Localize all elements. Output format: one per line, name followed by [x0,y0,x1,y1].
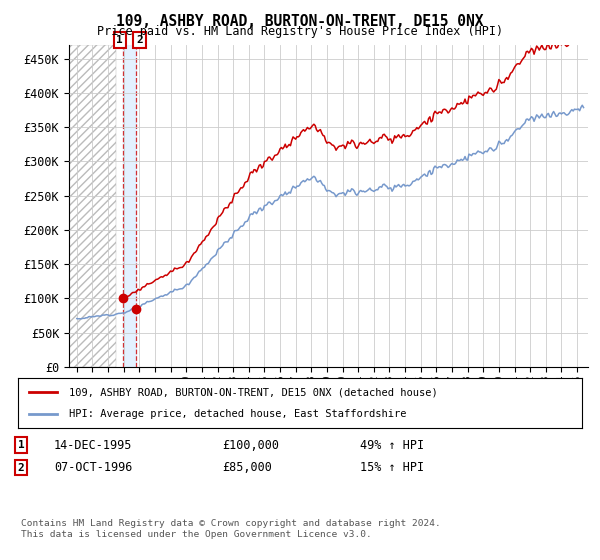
Text: 109, ASHBY ROAD, BURTON-ON-TRENT, DE15 0NX (detached house): 109, ASHBY ROAD, BURTON-ON-TRENT, DE15 0… [69,387,437,397]
Text: 109, ASHBY ROAD, BURTON-ON-TRENT, DE15 0NX: 109, ASHBY ROAD, BURTON-ON-TRENT, DE15 0… [116,14,484,29]
Text: 14-DEC-1995: 14-DEC-1995 [54,438,133,452]
Text: 1: 1 [17,440,25,450]
Text: Contains HM Land Registry data © Crown copyright and database right 2024.
This d: Contains HM Land Registry data © Crown c… [21,520,441,539]
Text: 07-OCT-1996: 07-OCT-1996 [54,461,133,474]
Bar [123,45,136,367]
Text: 49% ↑ HPI: 49% ↑ HPI [360,438,424,452]
Text: £85,000: £85,000 [222,461,272,474]
Text: 2: 2 [17,463,25,473]
Text: 1: 1 [116,35,123,45]
Text: £100,000: £100,000 [222,438,279,452]
Text: 15% ↑ HPI: 15% ↑ HPI [360,461,424,474]
Text: Price paid vs. HM Land Registry's House Price Index (HPI): Price paid vs. HM Land Registry's House … [97,25,503,38]
Text: HPI: Average price, detached house, East Staffordshire: HPI: Average price, detached house, East… [69,409,406,419]
Text: 2: 2 [136,35,143,45]
